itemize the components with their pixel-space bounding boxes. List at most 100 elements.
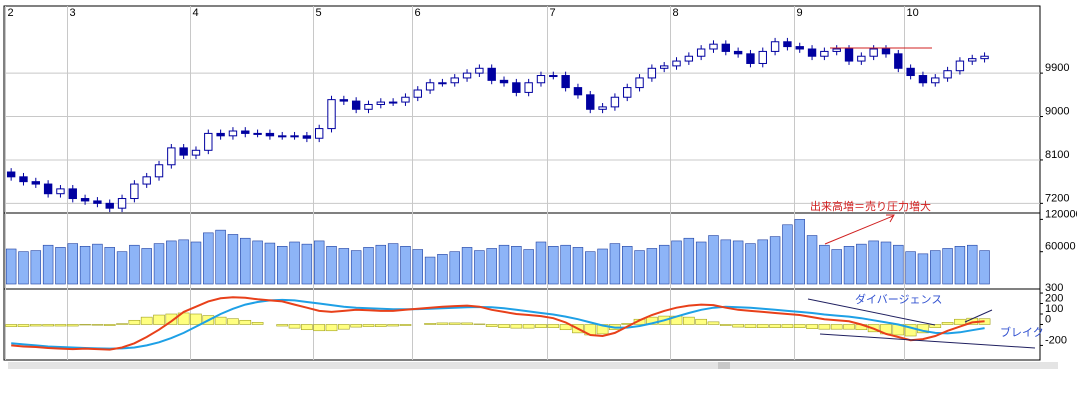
volume-bar <box>646 248 658 285</box>
candle-body <box>832 48 841 52</box>
candle-body <box>906 67 915 77</box>
histogram-bar <box>682 316 695 325</box>
scrollbar[interactable] <box>8 362 1058 369</box>
histogram-bar <box>769 324 781 328</box>
volume-bar <box>387 243 399 285</box>
volume-bar <box>708 235 719 285</box>
candle-body <box>549 75 558 78</box>
scrollbar-thumb[interactable] <box>718 362 730 369</box>
volume-bar <box>227 234 239 285</box>
histogram-bar <box>5 324 18 327</box>
candle-body <box>253 132 262 135</box>
histogram-bar <box>695 318 708 325</box>
y-tick-label: 0 <box>1045 313 1051 325</box>
candle-body <box>302 135 312 139</box>
candle-body <box>462 72 472 79</box>
y-tick-label: 9000 <box>1045 105 1069 117</box>
histogram-bar <box>929 324 942 328</box>
candle-body <box>881 48 891 55</box>
volume-bar <box>498 244 510 285</box>
volume-bar <box>252 240 263 285</box>
candle-body <box>315 128 324 139</box>
histogram-bar <box>29 324 42 327</box>
volume-bar <box>363 247 374 285</box>
volume-bar <box>917 253 929 285</box>
candle-body <box>660 65 669 69</box>
volume-bar <box>18 251 29 285</box>
y-tick-label: 7200 <box>1045 192 1069 204</box>
histogram-bar <box>116 323 128 325</box>
histogram-bar <box>374 324 387 327</box>
volume-bar <box>129 244 140 285</box>
y-tick-label: -200 <box>1045 334 1067 346</box>
candle-body <box>672 60 681 67</box>
candle-body <box>561 75 570 89</box>
candle-body <box>783 41 792 48</box>
volume-bar <box>954 246 966 285</box>
volume-bar <box>634 250 645 285</box>
volume-bar <box>868 240 879 285</box>
volume-bar <box>375 244 387 285</box>
volume-bar <box>486 248 497 285</box>
candle-body <box>684 55 694 62</box>
volume-bar <box>42 244 54 285</box>
candle-body <box>894 53 903 69</box>
volume-bar <box>597 248 608 285</box>
volume-bar <box>757 239 768 285</box>
volume-bar <box>819 244 830 285</box>
volume-bar <box>190 241 202 285</box>
y-tick-label: 120000 <box>1045 208 1077 220</box>
candle-body <box>401 96 410 103</box>
histogram-bar <box>325 324 338 332</box>
candle-body <box>204 132 213 151</box>
plot-frame <box>3 5 1041 361</box>
candle-body <box>31 181 41 185</box>
candle-body <box>820 50 829 57</box>
histogram-bar <box>547 324 560 328</box>
volume-bar <box>967 244 978 285</box>
volume-bar <box>301 243 313 285</box>
candle-body <box>770 41 780 52</box>
break-arrow <box>964 309 993 323</box>
candle-body <box>191 149 201 156</box>
volume-bar <box>55 247 66 285</box>
volume-bar <box>400 246 411 285</box>
y-tick-label: 8100 <box>1045 149 1069 161</box>
candle-body <box>450 77 459 84</box>
volume-bar <box>905 251 916 285</box>
volume-bar <box>782 224 793 285</box>
histogram-bar <box>399 324 412 326</box>
candle-body <box>154 164 164 178</box>
candle-body <box>167 147 176 166</box>
candle-body <box>807 48 817 57</box>
candle-body <box>179 147 188 156</box>
candle-body <box>117 198 127 209</box>
volume-bar <box>548 246 559 285</box>
volume-bar <box>264 242 276 285</box>
candle-body <box>943 70 952 79</box>
volume-bar <box>178 239 189 285</box>
volume-bar <box>535 241 547 285</box>
volume-bar <box>843 246 855 285</box>
volume-bar <box>572 247 584 285</box>
volume-bar <box>437 254 448 285</box>
candle-body <box>586 94 595 110</box>
candle-body <box>795 46 804 50</box>
candle-body <box>278 135 287 138</box>
candle-body <box>487 67 496 81</box>
volume-bar <box>942 248 953 285</box>
histogram-bar <box>313 324 326 332</box>
candle-body <box>955 60 965 72</box>
volume-bar <box>5 248 17 285</box>
histogram-bar <box>830 324 843 330</box>
histogram-bar <box>522 324 535 329</box>
y-tick-label: 100 <box>1045 303 1063 315</box>
volume-bar <box>695 241 707 285</box>
candle-body <box>265 132 275 137</box>
y-tick-label: 9900 <box>1045 62 1069 74</box>
volume-bar <box>313 240 325 285</box>
candle-body <box>721 43 730 52</box>
histogram-bar <box>781 324 794 328</box>
candle-body <box>746 53 755 64</box>
volume-bar <box>806 235 818 285</box>
